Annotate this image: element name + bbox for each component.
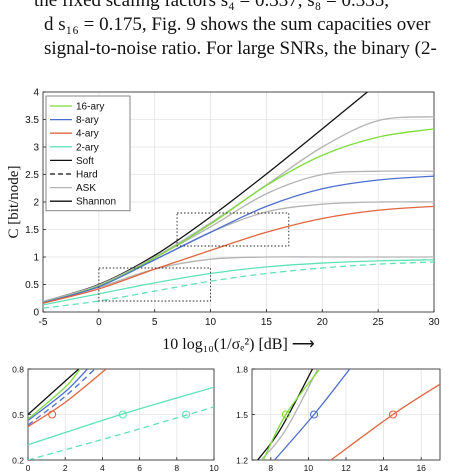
- x-tick-label: 25: [373, 317, 385, 328]
- legend-label: ASK: [76, 183, 96, 194]
- series-line: [43, 256, 434, 303]
- x-tick-label: 15: [261, 317, 273, 328]
- legend-label: 2-ary: [76, 142, 99, 153]
- series-line: [43, 175, 434, 304]
- y-tick-label: 2: [33, 198, 39, 209]
- x-tick-label: 30: [428, 317, 440, 328]
- series-line: [274, 369, 351, 460]
- x-tick-label: 8: [174, 463, 179, 473]
- series-line: [43, 259, 434, 306]
- marker-circle: [388, 410, 398, 419]
- y-tick-label: 1: [33, 253, 39, 264]
- series-line: [330, 383, 440, 460]
- marker-circle: [281, 410, 290, 419]
- y-tick-label: 3.5: [25, 115, 39, 126]
- marker-circle: [309, 410, 319, 419]
- legend-box: [45, 95, 131, 212]
- series-line: [28, 369, 107, 428]
- series-line: [260, 369, 319, 460]
- y-tick-label: 0.2: [12, 456, 24, 466]
- zoom-box: [176, 212, 290, 247]
- series-line: [28, 369, 80, 415]
- y-tick-label: 0.5: [25, 280, 39, 291]
- series-group: [28, 369, 214, 460]
- zoom-box: [98, 267, 212, 302]
- caption-line-1: the fixed scaling factors s₄ = 0.337, s₈…: [34, 0, 389, 11]
- legend-label: 16-ary: [76, 102, 104, 113]
- legend-label: Shannon: [76, 197, 116, 208]
- series-line: [257, 369, 314, 460]
- x-tick-label: 8: [268, 463, 273, 473]
- legend-label: Soft: [76, 156, 94, 167]
- series-line: [28, 369, 81, 420]
- y-tick-label: 1.8: [236, 365, 248, 375]
- series-line: [28, 406, 214, 460]
- caption-line-3: signal-to-noise ratio. For large SNRs, t…: [44, 38, 437, 59]
- x-tick-label: 20: [317, 317, 329, 328]
- series-line: [43, 261, 434, 309]
- marker-circle: [118, 410, 127, 419]
- legend-label: Hard: [76, 170, 98, 181]
- y-axis-label: C [bit/node]: [6, 166, 22, 239]
- x-tick-label: 5: [152, 317, 158, 328]
- series-line: [43, 205, 434, 304]
- y-tick-label: 1.5: [236, 410, 248, 420]
- x-tick-label: 10: [304, 463, 314, 473]
- x-tick-label: 0: [96, 317, 102, 328]
- series-line: [28, 369, 88, 422]
- y-tick-label: 2.5: [25, 170, 39, 181]
- inset-chart-left: 0 2 4 6 8 10 0.2 0.5 0.8: [12, 365, 219, 474]
- x-tick-label: 6: [137, 463, 142, 473]
- series-line: [28, 386, 214, 446]
- y-tick-label: 0.8: [12, 365, 24, 375]
- series-line: [28, 369, 96, 426]
- series-group: [257, 369, 440, 460]
- caption-line-2: d s₁₆ = 0.175, Fig. 9 shows the sum capa…: [44, 14, 431, 35]
- y-tick-label: 4: [33, 88, 39, 99]
- x-axis-label: 10 log₁₀(1/σₑ²) [dB] ⟶: [162, 336, 315, 353]
- x-tick-label: 14: [379, 463, 389, 473]
- x-tick-label: 10: [209, 463, 219, 473]
- x-tick-label: 2: [63, 463, 68, 473]
- x-tick-label: 4: [100, 463, 105, 473]
- y-tick-label: 3: [33, 143, 39, 154]
- x-tick-label: 16: [416, 463, 426, 473]
- x-tick-label: 0: [26, 463, 31, 473]
- x-tick-label: 10: [205, 317, 217, 328]
- y-tick-label: 1.2: [236, 456, 248, 466]
- legend-label: 8-ary: [76, 115, 99, 126]
- inset-chart-right: 8 10 12 14 16 1.2 1.5 1.8: [236, 365, 441, 473]
- main-chart: -5 0 5 10 15 20 25 3000.511.522.533.5416-ary8-a…: [6, 88, 440, 354]
- y-tick-label: 0: [33, 308, 39, 319]
- series-group: [43, 92, 434, 309]
- x-tick-label: -5: [39, 317, 48, 328]
- marker-circle: [48, 410, 57, 419]
- y-tick-label: 0.5: [12, 410, 24, 420]
- x-tick-label: 12: [341, 463, 351, 473]
- legend-label: 4-ary: [76, 129, 99, 140]
- series-line: [262, 369, 321, 460]
- y-tick-label: 1.5: [25, 225, 39, 236]
- marker-circle: [182, 410, 191, 419]
